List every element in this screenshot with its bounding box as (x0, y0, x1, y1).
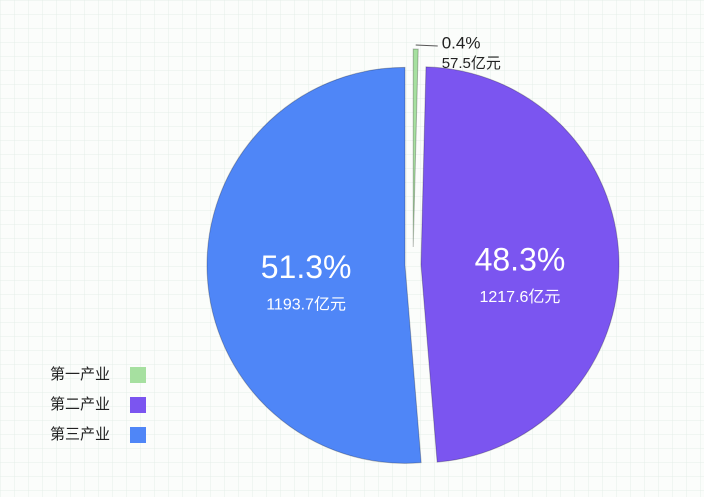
pie-slice (420, 66, 620, 463)
percent-label: 51.3% (261, 249, 352, 285)
legend-swatch (130, 367, 146, 383)
percent-label: 0.4% (442, 33, 481, 52)
amount-label: 57.5亿元 (442, 55, 501, 72)
amount-label: 1193.7亿元 (266, 296, 346, 314)
legend-swatch (130, 397, 146, 413)
legend-label: 第一产业 (50, 365, 110, 383)
legend-label: 第二产业 (50, 395, 110, 413)
legend-swatch (130, 427, 146, 443)
legend-label: 第三产业 (50, 425, 110, 443)
amount-label: 1217.6亿元 (479, 288, 560, 306)
percent-label: 48.3% (475, 241, 566, 277)
pie-slice (412, 48, 419, 248)
leader-line (415, 44, 438, 47)
pie-slice (206, 66, 422, 464)
